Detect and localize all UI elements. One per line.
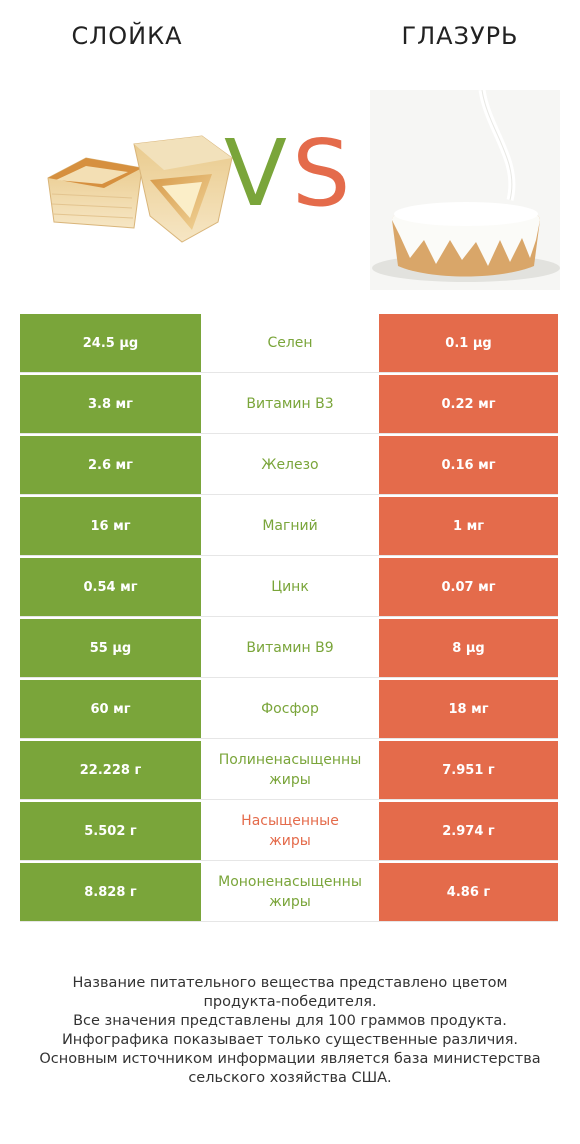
- left-value: 60 мг: [20, 680, 201, 738]
- right-value: 0.16 мг: [379, 436, 558, 494]
- glazed-cake-image: [370, 90, 560, 290]
- nutrient-name: Витамин B3: [246, 396, 334, 412]
- nutrient-name: Фосфор: [261, 701, 319, 717]
- left-value: 22.228 г: [20, 741, 201, 799]
- table-row: 0.54 мг Цинк 0.07 мг: [20, 558, 558, 617]
- left-value: 16 мг: [20, 497, 201, 555]
- comparison-table: 24.5 µg Селен 0.1 µg 3.8 мг Витамин B3 0.22 м…: [20, 314, 558, 924]
- left-value: 5.502 г: [20, 802, 201, 860]
- puff-pastry-image: [47, 135, 233, 243]
- table-row: 8.828 г Мононенасыщенны жиры 4.86 г: [20, 863, 558, 922]
- right-value: 0.07 мг: [379, 558, 558, 616]
- right-value: 0.1 µg: [379, 314, 558, 372]
- left-value: 2.6 мг: [20, 436, 201, 494]
- table-row: 55 µg Витамин B9 8 µg: [20, 619, 558, 678]
- left-value: 24.5 µg: [20, 314, 201, 372]
- nutrient-name: Магний: [262, 518, 318, 534]
- right-value: 7.951 г: [379, 741, 558, 799]
- right-value: 1 мг: [379, 497, 558, 555]
- table-row: 3.8 мг Витамин B3 0.22 мг: [20, 375, 558, 434]
- right-value: 18 мг: [379, 680, 558, 738]
- left-product-title: СЛОЙКА: [71, 22, 183, 50]
- nutrient-name: Мононенасыщенны жиры: [218, 874, 362, 910]
- left-value: 3.8 мг: [20, 375, 201, 433]
- left-value: 8.828 г: [20, 863, 201, 921]
- table-row: 2.6 мг Железо 0.16 мг: [20, 436, 558, 495]
- vs-letter-s: S: [292, 120, 351, 227]
- left-value: 55 µg: [20, 619, 201, 677]
- table-row: 16 мг Магний 1 мг: [20, 497, 558, 556]
- table-row: 24.5 µg Селен 0.1 µg: [20, 314, 558, 373]
- right-value: 2.974 г: [379, 802, 558, 860]
- footer-note: Название питательного вещества представл…: [39, 975, 541, 1086]
- nutrient-name: Витамин B9: [246, 640, 334, 656]
- nutrient-name: Железо: [261, 457, 319, 473]
- right-value: 8 µg: [379, 619, 558, 677]
- nutrient-name: Полиненасыщенны жиры: [218, 752, 362, 788]
- right-value: 4.86 г: [379, 863, 558, 921]
- nutrient-name: Селен: [267, 335, 313, 351]
- right-product-title: ГЛАЗУРЬ: [401, 22, 519, 50]
- vs-letter-v: V: [224, 120, 287, 227]
- nutrient-name: Насыщенные жиры: [241, 813, 339, 849]
- left-value: 0.54 мг: [20, 558, 201, 616]
- table-row: 22.228 г Полиненасыщенны жиры 7.951 г: [20, 741, 558, 800]
- right-value: 0.22 мг: [379, 375, 558, 433]
- table-row: 5.502 г Насыщенные жиры 2.974 г: [20, 802, 558, 861]
- table-row: 60 мг Фосфор 18 мг: [20, 680, 558, 739]
- nutrient-name: Цинк: [271, 579, 309, 595]
